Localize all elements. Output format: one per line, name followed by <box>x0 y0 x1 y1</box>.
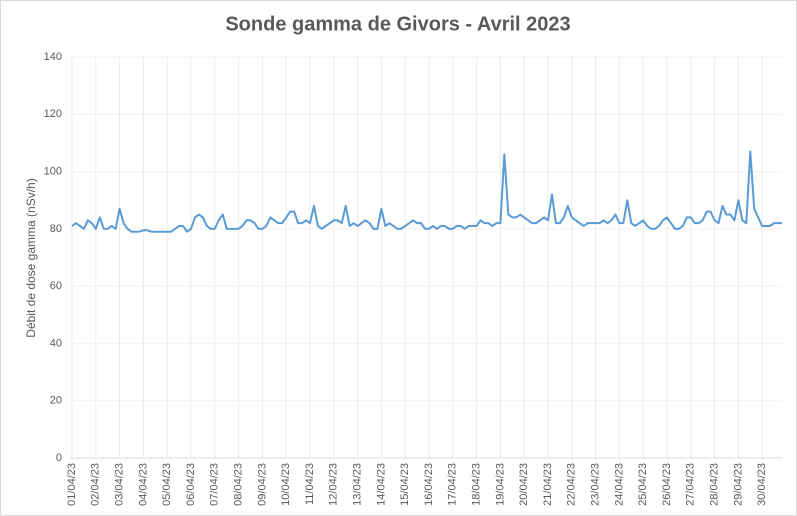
x-tick-label: 26/04/23 <box>661 463 673 506</box>
data-line <box>71 150 782 233</box>
y-tick-label: 100 <box>44 165 62 177</box>
x-tick-label: 15/04/23 <box>399 463 411 506</box>
x-tick-label: 10/04/23 <box>280 463 292 506</box>
x-tick-label: 30/04/23 <box>756 463 768 506</box>
y-tick-label: 60 <box>50 280 62 292</box>
x-tick-label: 02/04/23 <box>90 463 102 506</box>
x-tick-label: 03/04/23 <box>114 463 126 506</box>
x-tick-label: 22/04/23 <box>566 463 578 506</box>
x-tick-label: 20/04/23 <box>518 463 530 506</box>
x-tick-label: 07/04/23 <box>209 463 221 506</box>
x-tick-label: 25/04/23 <box>637 463 649 506</box>
x-tick-label: 05/04/23 <box>161 463 173 506</box>
x-tick-label: 18/04/23 <box>470 463 482 506</box>
x-tick-label: 14/04/23 <box>375 463 387 506</box>
x-tick-label: 04/04/23 <box>137 463 149 506</box>
x-tick-label: 13/04/23 <box>351 463 363 506</box>
x-tick-label: 09/04/23 <box>256 463 268 506</box>
chart-title: Sonde gamma de Givors - Avril 2023 <box>225 13 570 35</box>
y-axis-label: Débit de dose gamma (nSv/h) <box>24 178 38 337</box>
y-tick-label: 40 <box>50 337 62 349</box>
x-tick-label: 24/04/23 <box>613 463 625 506</box>
y-tick-label: 80 <box>50 223 62 235</box>
x-tick-label: 08/04/23 <box>232 463 244 506</box>
x-tick-label: 12/04/23 <box>328 463 340 506</box>
x-tick-label: 16/04/23 <box>423 463 435 506</box>
x-tick-label: 23/04/23 <box>589 463 601 506</box>
x-tick-label: 21/04/23 <box>542 463 554 506</box>
x-tick-label: 01/04/23 <box>66 463 78 506</box>
y-tick-label: 120 <box>44 108 62 120</box>
x-tick-label: 27/04/23 <box>685 463 697 506</box>
y-tick-label: 20 <box>50 395 62 407</box>
x-tick-label: 17/04/23 <box>447 463 459 506</box>
x-tick-label: 11/04/23 <box>304 463 316 505</box>
x-tick-label: 28/04/23 <box>708 463 720 506</box>
x-tick-label: 19/04/23 <box>494 463 506 506</box>
y-tick-label: 140 <box>44 51 62 63</box>
y-tick-label: 0 <box>56 452 62 464</box>
x-tick-label: 06/04/23 <box>185 463 197 506</box>
x-tick-label: 29/04/23 <box>732 463 744 506</box>
